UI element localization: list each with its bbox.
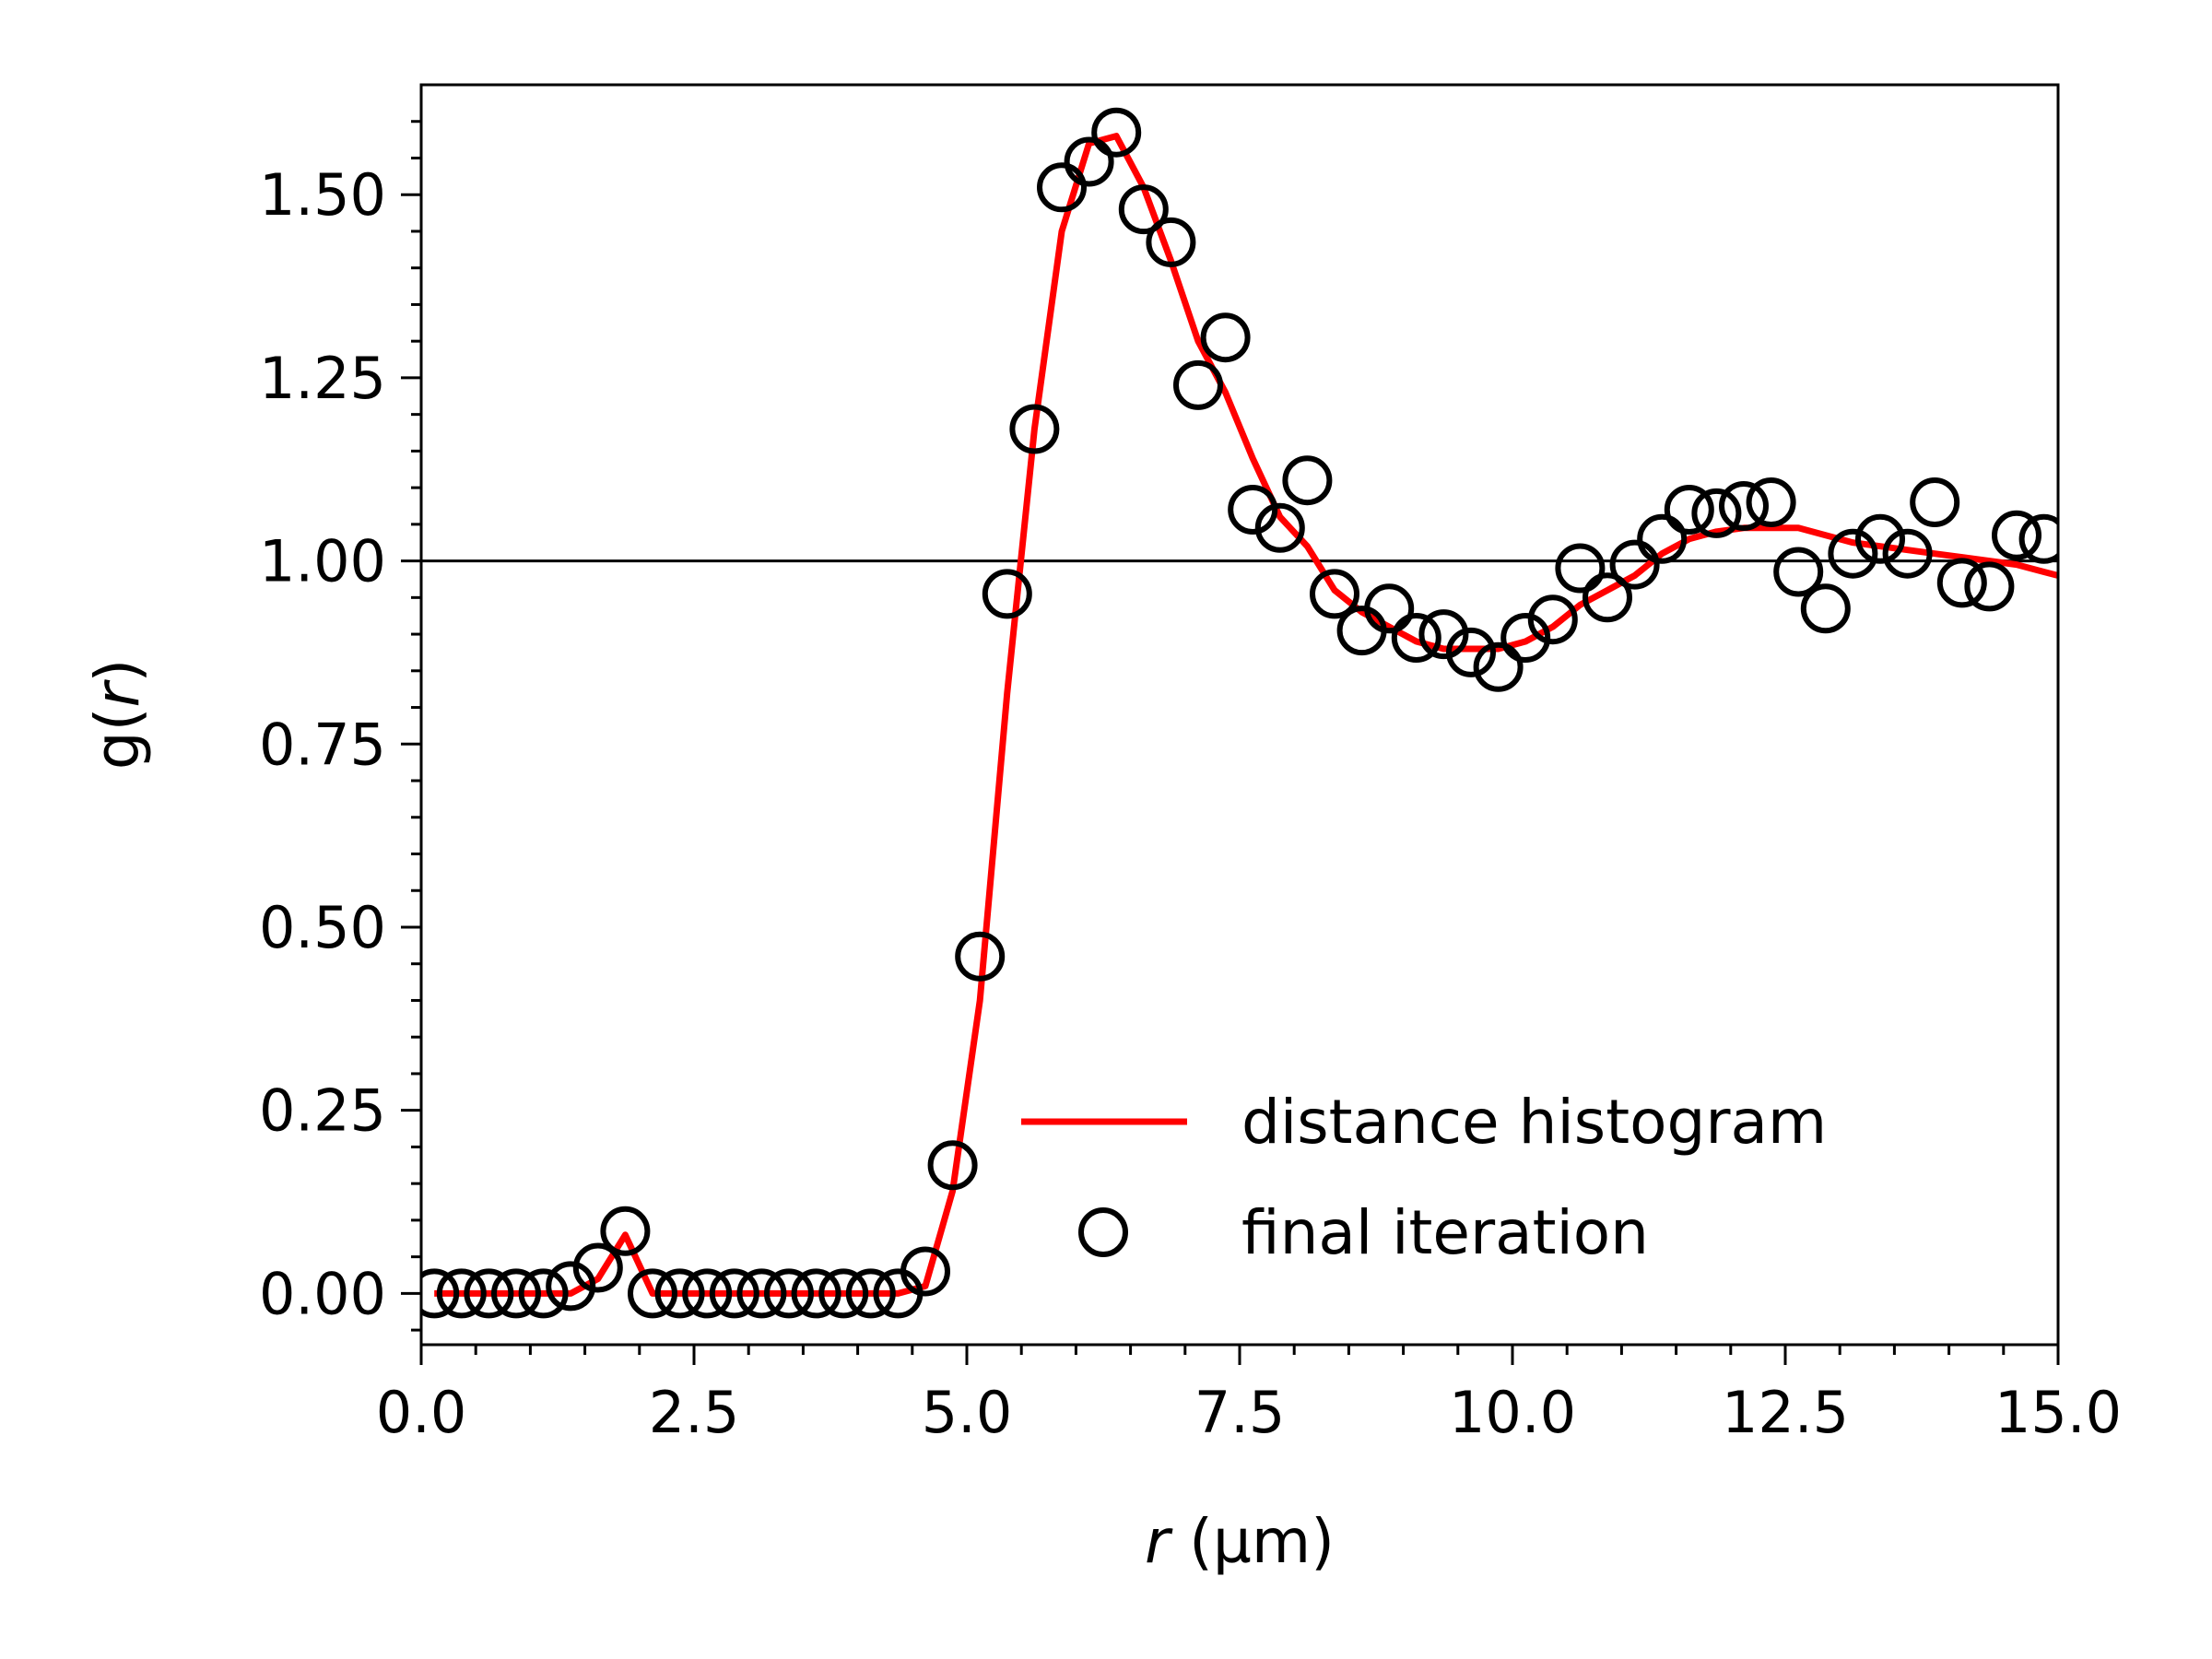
- iteration-point: [628, 1268, 677, 1319]
- y-axis-label: g(r): [82, 659, 153, 771]
- iteration-point: [1118, 184, 1169, 235]
- iteration-point: [1910, 477, 1960, 527]
- iteration-point: [1200, 312, 1251, 363]
- iteration-point: [1800, 583, 1851, 634]
- x-tick-label: 0.0: [376, 1379, 467, 1446]
- iteration-point: [1500, 613, 1551, 663]
- iteration-point: [982, 569, 1032, 619]
- iteration-point: [1418, 609, 1469, 660]
- iteration-point: [927, 1140, 978, 1191]
- iteration-point: [682, 1268, 733, 1319]
- iteration-point: [1882, 528, 1933, 579]
- iteration-point: [818, 1268, 869, 1319]
- iteration-point: [1037, 162, 1087, 213]
- iteration-point: [900, 1246, 950, 1297]
- iteration-point: [518, 1268, 569, 1319]
- iteration-point: [2018, 513, 2058, 564]
- iteration-point: [1719, 481, 1769, 531]
- x-axis-label-variable: r: [1145, 1506, 1173, 1577]
- y-tick-label: 0.75: [259, 711, 386, 778]
- y-tick-label: 1.00: [259, 528, 386, 595]
- histogram-line: [434, 133, 2058, 1297]
- legend: distance histogram final iteration: [1021, 1087, 1827, 1268]
- iteration-point: [1936, 558, 1987, 608]
- iteration-point: [1828, 528, 1878, 579]
- iteration-point: [572, 1242, 623, 1293]
- iteration-point: [1446, 627, 1496, 677]
- iteration-point: [1746, 477, 1796, 527]
- iteration-point: [1664, 485, 1714, 535]
- iteration-point: [1310, 569, 1359, 619]
- x-tick-label: 5.0: [922, 1379, 1013, 1446]
- y-axis-label-close: ): [82, 659, 153, 683]
- iteration-point: [421, 1268, 460, 1319]
- y-tick-label: 0.50: [259, 894, 386, 961]
- iteration-point: [1473, 641, 1524, 692]
- y-axis: 0.00 0.25 0.50 0.75 1.00 1.25 1.50: [259, 120, 421, 1332]
- iteration-point: [491, 1268, 541, 1319]
- x-axis: 0.0 2.5 5.0 7.5 10.0 12.5 15.0: [376, 1345, 2122, 1446]
- x-tick-label: 7.5: [1194, 1379, 1286, 1446]
- legend-histogram-label: distance histogram: [1241, 1087, 1827, 1158]
- iteration-point: [1254, 502, 1305, 553]
- iteration-marker-layer: [421, 107, 2058, 1319]
- legend-iteration-marker: [1078, 1207, 1128, 1257]
- iteration-point: [1091, 107, 1142, 158]
- iteration-point: [764, 1268, 814, 1319]
- iteration-point: [736, 1268, 787, 1319]
- y-tick-label: 0.25: [259, 1077, 386, 1145]
- iteration-point: [1773, 547, 1824, 597]
- iteration-point: [1228, 485, 1278, 535]
- iteration-point: [1391, 613, 1441, 663]
- x-axis-label-unit: (µm): [1170, 1506, 1335, 1577]
- iteration-point: [1364, 583, 1415, 634]
- y-tick-label: 0.00: [259, 1260, 386, 1327]
- iteration-point: [1527, 594, 1578, 645]
- iteration-point: [955, 931, 1006, 982]
- iteration-point: [654, 1268, 705, 1319]
- iteration-point: [1282, 455, 1333, 506]
- iteration-point: [845, 1268, 896, 1319]
- iteration-point: [546, 1261, 596, 1312]
- legend-iteration-label: final iteration: [1241, 1197, 1649, 1268]
- iteration-point: [1609, 539, 1660, 590]
- iteration-point: [1637, 513, 1688, 564]
- x-axis-label: r (µm): [1145, 1506, 1335, 1577]
- y-tick-label: 1.50: [259, 161, 386, 229]
- x-tick-label: 12.5: [1722, 1379, 1849, 1446]
- x-tick-label: 10.0: [1449, 1379, 1576, 1446]
- iteration-point: [1009, 404, 1060, 454]
- iteration-point: [1064, 136, 1114, 187]
- iteration-point: [791, 1268, 841, 1319]
- y-tick-label: 1.25: [259, 345, 386, 412]
- y-axis-label-variable: r: [82, 679, 153, 708]
- iteration-point: [600, 1206, 651, 1256]
- iteration-point: [1583, 572, 1632, 623]
- iteration-point: [1964, 561, 2015, 612]
- iteration-point: [1691, 488, 1742, 538]
- x-tick-label: 15.0: [1994, 1379, 2122, 1446]
- iteration-point: [464, 1268, 514, 1319]
- iteration-point: [436, 1268, 487, 1319]
- x-tick-label: 2.5: [649, 1379, 740, 1446]
- y-axis-label-function: g(: [82, 708, 153, 771]
- iteration-point: [1173, 359, 1223, 410]
- iteration-point: [1992, 510, 2041, 560]
- iteration-point: [1555, 543, 1606, 594]
- iteration-point: [709, 1268, 759, 1319]
- histogram-line-layer: [434, 133, 2058, 1297]
- iteration-point: [1855, 513, 1905, 564]
- iteration-point: [1146, 217, 1196, 267]
